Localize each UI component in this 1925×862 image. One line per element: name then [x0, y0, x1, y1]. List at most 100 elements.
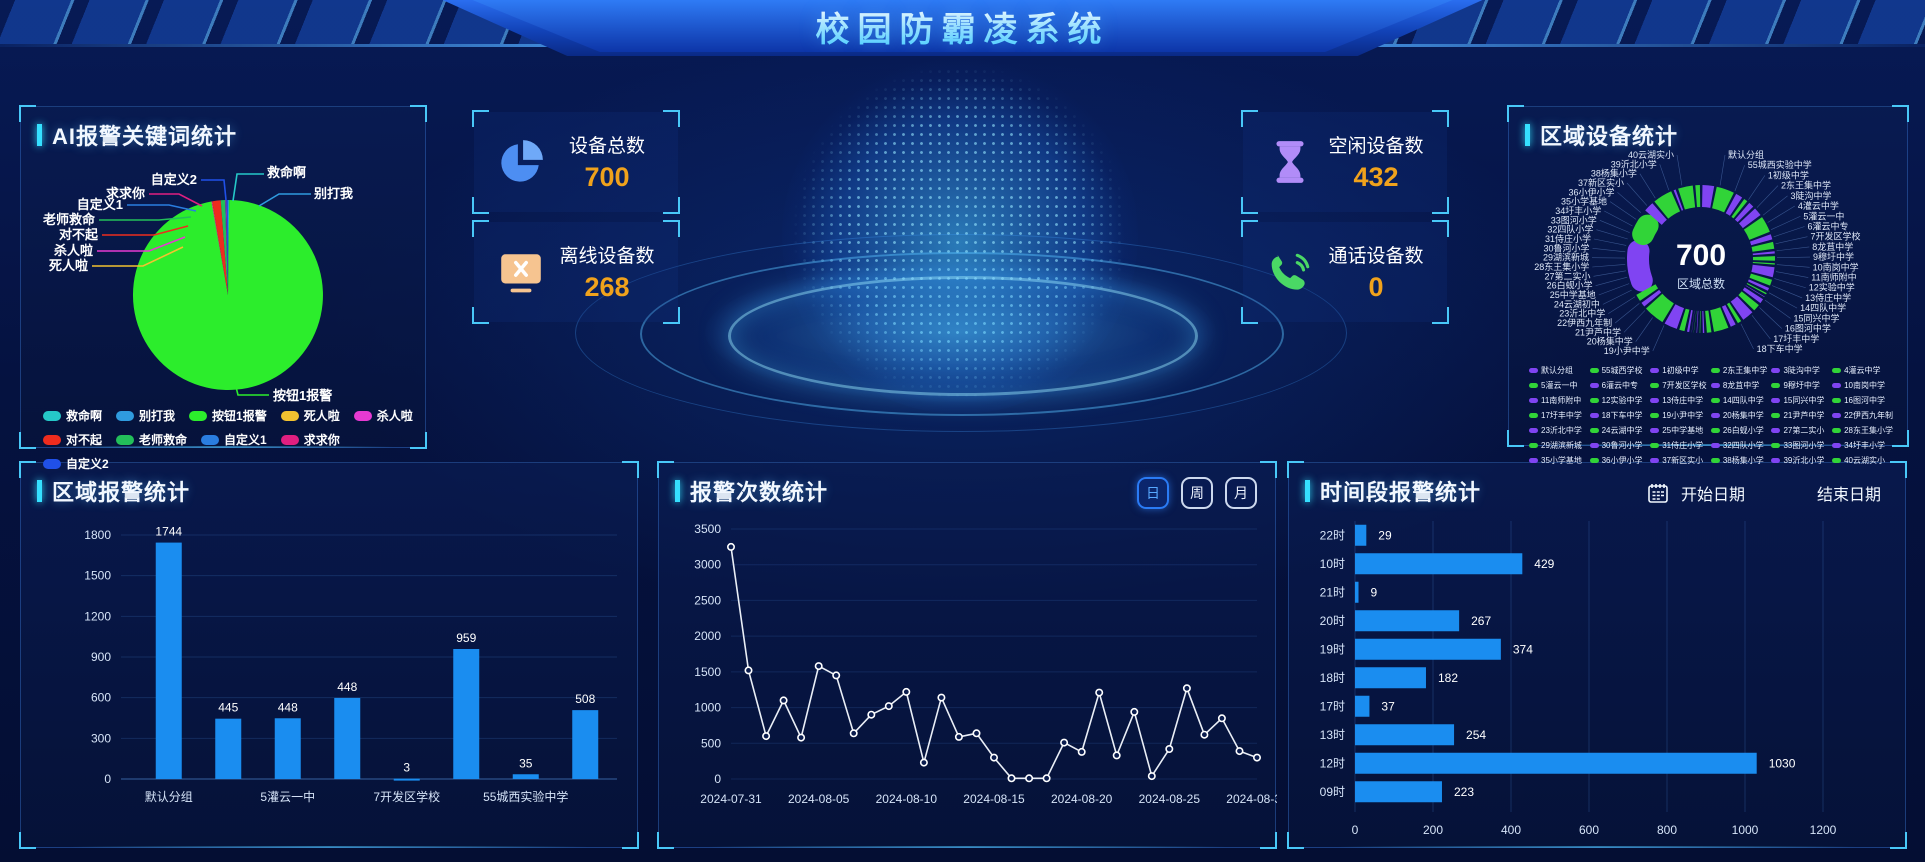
donut-segment-9穆圩中学[interactable]	[1731, 198, 1748, 219]
pie-slice-对不起[interactable]	[212, 200, 228, 295]
donut-segment-13侍庄中学[interactable]	[1749, 234, 1773, 246]
pie-slice-杀人啦[interactable]	[211, 201, 228, 295]
donut-segment-默认分组[interactable]	[1627, 240, 1653, 292]
donut-segment-10南岗中学[interactable]	[1734, 202, 1754, 223]
data-point-12[interactable]	[937, 693, 946, 702]
pie-slice-救命啊[interactable]	[228, 199, 229, 295]
donut-legend-item-38杨集小学[interactable]: 38杨集小学	[1710, 455, 1768, 466]
data-point-3[interactable]	[779, 696, 788, 705]
donut-segment-6灌云中专[interactable]	[1701, 185, 1715, 208]
donut-legend-item-20杨集中学[interactable]: 20杨集中学	[1710, 410, 1768, 421]
data-point-25[interactable]	[1165, 745, 1174, 754]
bar-5[interactable]	[453, 649, 480, 779]
data-point-13[interactable]	[954, 732, 963, 741]
donut-segment-21尹芦中学[interactable]	[1746, 282, 1767, 295]
data-point-15[interactable]	[989, 753, 998, 762]
bar-1[interactable]	[215, 718, 242, 779]
data-point-26[interactable]	[1182, 684, 1191, 693]
donut-legend-item-27第二实小[interactable]: 27第二实小	[1771, 425, 1828, 436]
donut-legend-item-32四队小学[interactable]: 32四队小学	[1710, 440, 1768, 451]
bar-7[interactable]	[572, 710, 599, 779]
bar-4[interactable]	[393, 778, 420, 781]
donut-segment-40云湖实小[interactable]	[1636, 284, 1659, 301]
pie-legend-item-对不起[interactable]: 对不起	[43, 431, 102, 448]
data-point-21[interactable]	[1095, 688, 1104, 697]
donut-segment-19小尹中学[interactable]	[1749, 273, 1773, 286]
donut-segment-25中学基地[interactable]	[1730, 296, 1753, 320]
data-point-19[interactable]	[1060, 738, 1069, 747]
bar-2[interactable]	[274, 718, 301, 779]
donut-legend-item-默认分组[interactable]: 默认分组	[1529, 365, 1586, 376]
donut-legend-item-6灌云中专[interactable]: 6灌云中专	[1589, 380, 1647, 391]
donut-legend-item-31侍庄小学[interactable]: 31侍庄小学	[1650, 440, 1707, 451]
donut-legend-item-21尹芦中学[interactable]: 21尹芦中学	[1771, 410, 1828, 421]
donut-legend-item-7开发区学校[interactable]: 7开发区学校	[1650, 380, 1707, 391]
data-point-14[interactable]	[972, 729, 981, 738]
donut-segment-38杨集小学[interactable]	[1645, 293, 1675, 323]
data-point-7[interactable]	[849, 729, 858, 738]
pie-legend-item-按钮1报警[interactable]: 按钮1报警	[189, 407, 267, 424]
hbar-17时[interactable]	[1355, 695, 1370, 717]
donut-legend-item-30鲁河小学[interactable]: 30鲁河小学	[1589, 440, 1647, 451]
donut-segment-18下车中学[interactable]	[1751, 264, 1775, 278]
bar-3[interactable]	[334, 697, 361, 779]
hbar-13时[interactable]	[1355, 724, 1455, 746]
donut-legend-item-1初级中学[interactable]: 1初级中学	[1650, 365, 1707, 376]
donut-segment-7开发区学校[interactable]	[1711, 186, 1734, 213]
data-point-18[interactable]	[1042, 774, 1051, 783]
donut-legend-item-23沂北中学[interactable]: 23沂北中学	[1529, 425, 1586, 436]
data-point-5[interactable]	[814, 662, 823, 671]
pie-legend-item-老师救命[interactable]: 老师救命	[116, 431, 187, 448]
data-point-0[interactable]	[727, 542, 736, 551]
data-point-6[interactable]	[832, 671, 841, 680]
pie-slice-死人啦[interactable]	[211, 201, 228, 295]
data-point-22[interactable]	[1112, 751, 1121, 760]
pie-slice-求求你[interactable]	[225, 200, 228, 295]
donut-legend-item-40云湖实小[interactable]: 40云湖实小	[1832, 455, 1893, 466]
end-date-field[interactable]: 结束日期	[1816, 487, 1881, 504]
bar-0[interactable]	[155, 542, 182, 779]
donut-segment-12实验中学[interactable]	[1743, 217, 1770, 241]
data-point-1[interactable]	[744, 666, 753, 675]
donut-legend-item-17圩丰中学[interactable]: 17圩丰中学	[1529, 410, 1586, 421]
data-point-10[interactable]	[902, 687, 911, 696]
donut-legend-item-26白蚬小学[interactable]: 26白蚬小学	[1710, 425, 1768, 436]
donut-legend-item-11南师附中[interactable]: 11南师附中	[1529, 395, 1586, 406]
period-month-button[interactable]: 月	[1225, 477, 1257, 509]
data-point-29[interactable]	[1235, 747, 1244, 756]
donut-segment-14四队中学[interactable]	[1751, 241, 1775, 252]
hbar-09时[interactable]	[1355, 781, 1442, 803]
donut-legend-item-13侍庄中学[interactable]: 13侍庄中学	[1650, 395, 1707, 406]
hbar-22时[interactable]	[1355, 524, 1367, 546]
donut-legend-item-55城西学校[interactable]: 55城西学校	[1589, 365, 1647, 376]
pie-slice-自定义1[interactable]	[225, 200, 228, 295]
donut-segment-36小伊小学[interactable]	[1679, 308, 1690, 332]
donut-legend-item-22伊西九年制[interactable]: 22伊西九年制	[1832, 410, 1893, 421]
donut-legend-item-37新区实小[interactable]: 37新区实小	[1650, 455, 1707, 466]
data-point-28[interactable]	[1217, 714, 1226, 723]
hbar-18时[interactable]	[1355, 667, 1426, 689]
bar-6[interactable]	[512, 774, 539, 779]
donut-segment-4灌云中学[interactable]	[1678, 185, 1696, 210]
period-day-button[interactable]: 日	[1137, 477, 1169, 509]
hbar-10时[interactable]	[1355, 553, 1523, 575]
donut-segment-3陡沟中学[interactable]	[1673, 189, 1684, 211]
donut-legend-item-39沂北小学[interactable]: 39沂北小学	[1771, 455, 1828, 466]
pie-legend-item-自定义2[interactable]: 自定义2	[43, 455, 109, 472]
donut-legend-item-3陡沟中学[interactable]: 3陡沟中学	[1771, 365, 1828, 376]
donut-segment-2东王集中学[interactable]	[1654, 191, 1681, 219]
donut-legend-item-36小伊小学[interactable]: 36小伊小学	[1589, 455, 1647, 466]
donut-segment-20杨集中学[interactable]	[1747, 279, 1770, 291]
donut-legend-item-19小尹中学[interactable]: 19小尹中学	[1650, 410, 1707, 421]
pie-legend-item-自定义1[interactable]: 自定义1	[201, 431, 267, 448]
donut-legend-item-8龙苴中学[interactable]: 8龙苴中学	[1710, 380, 1768, 391]
donut-segment-24云湖中学[interactable]	[1738, 291, 1759, 311]
donut-segment-23沂北中学[interactable]	[1742, 287, 1764, 304]
donut-segment-37新区实小[interactable]	[1664, 304, 1685, 329]
pie-legend-item-别打我[interactable]: 别打我	[116, 407, 175, 424]
donut-legend-item-15同兴中学[interactable]: 15同兴中学	[1771, 395, 1828, 406]
start-date-field[interactable]: 开始日期	[1680, 487, 1745, 504]
donut-legend-item-14四队中学[interactable]: 14四队中学	[1710, 395, 1768, 406]
donut-segment-8龙苴中学[interactable]	[1725, 193, 1743, 216]
data-point-8[interactable]	[867, 710, 876, 719]
